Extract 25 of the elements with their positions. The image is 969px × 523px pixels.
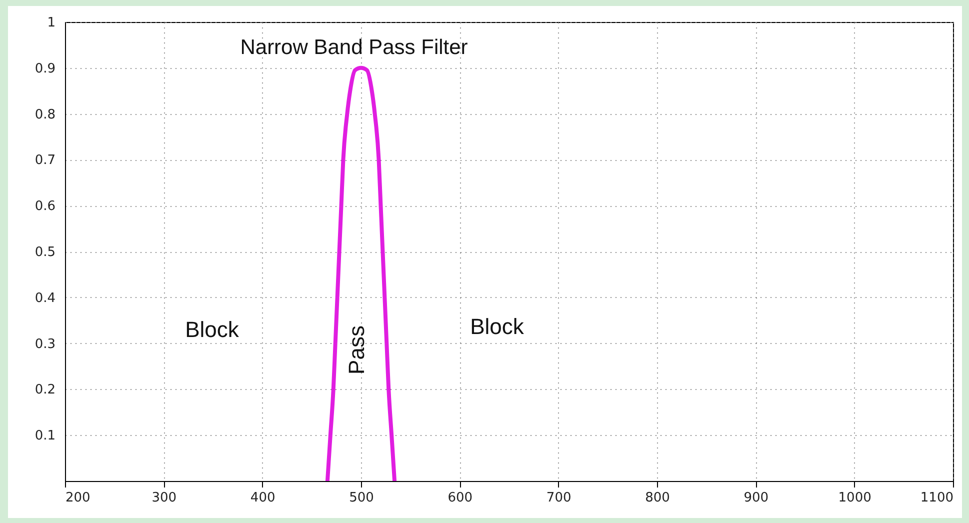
x-tick-label: 200 (66, 490, 90, 506)
y-tick-label: 0.3 (34, 336, 56, 352)
x-tick-label: 700 (546, 490, 572, 506)
y-tick-label: 0.8 (34, 107, 56, 122)
annotation: Block (470, 314, 525, 339)
x-tick-label: 600 (448, 490, 473, 506)
annotation: Block (185, 317, 240, 342)
line-series (325, 66, 397, 481)
annotation: Pass (344, 326, 369, 374)
x-tick-label: 400 (250, 490, 276, 506)
text: Narrow Band Pass Filter (240, 36, 468, 59)
y-tick-label: 1 (47, 16, 56, 30)
y-tick-label: 0.7 (34, 153, 56, 168)
x-tick-label: 500 (349, 490, 374, 506)
y-tick-label: 0.2 (34, 382, 56, 398)
y-tick-label: 0.6 (34, 199, 56, 214)
y-tick-label: 0.5 (34, 245, 56, 260)
x-tick-label: 800 (645, 490, 670, 506)
y-tick-label: 0.1 (34, 428, 56, 444)
x-tick-label: 1100 (920, 490, 954, 506)
y-tick-label: 0.9 (34, 61, 56, 76)
x-tick-label: 900 (744, 490, 769, 506)
y-tick-label: 0.4 (34, 290, 56, 306)
x-tick-label: 1000 (838, 490, 872, 506)
x-tick-label: 300 (152, 490, 177, 506)
